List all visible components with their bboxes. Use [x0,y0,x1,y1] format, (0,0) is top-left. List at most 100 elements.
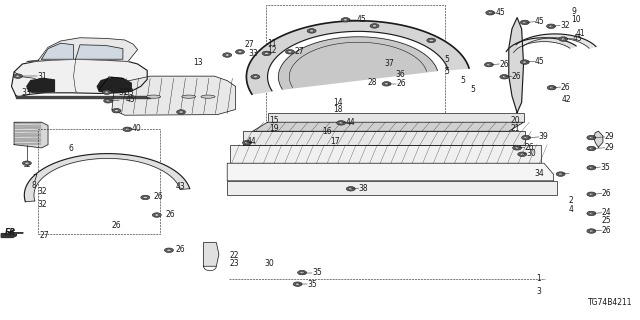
Text: 41: 41 [576,29,586,38]
Text: 26: 26 [112,221,122,230]
Circle shape [141,195,150,200]
Polygon shape [27,78,54,92]
Polygon shape [24,154,189,202]
Circle shape [339,122,344,124]
Text: 30: 30 [264,260,274,268]
Text: 38: 38 [358,184,368,193]
Circle shape [25,162,29,164]
Circle shape [513,146,522,150]
Circle shape [285,50,294,54]
Text: 45: 45 [535,57,545,66]
Circle shape [549,87,554,89]
Text: 24: 24 [602,208,611,217]
Text: 45: 45 [535,17,545,26]
Text: 5: 5 [470,85,476,94]
Text: 3: 3 [536,287,541,296]
Circle shape [384,83,389,85]
Text: 26: 26 [512,72,522,81]
Circle shape [307,29,316,33]
Polygon shape [76,45,123,59]
Circle shape [300,271,305,274]
Circle shape [520,60,529,64]
Circle shape [309,30,314,32]
Circle shape [337,121,346,125]
Circle shape [143,196,148,198]
Circle shape [429,39,433,42]
Text: 40: 40 [131,124,141,133]
Circle shape [487,64,492,66]
Text: TG74B4211: TG74B4211 [588,298,632,307]
Text: 45: 45 [356,15,366,24]
Polygon shape [97,77,131,92]
Circle shape [547,85,556,90]
Polygon shape [12,59,147,97]
Text: 45: 45 [496,8,506,17]
Circle shape [225,54,230,56]
Text: 11: 11 [267,39,276,48]
Circle shape [262,51,271,56]
Text: 6: 6 [68,144,74,153]
Circle shape [243,140,252,145]
Circle shape [155,214,159,216]
Polygon shape [230,145,541,163]
Text: 45: 45 [573,34,582,43]
Circle shape [548,25,553,28]
Ellipse shape [182,95,196,98]
Text: 26: 26 [525,143,534,152]
Circle shape [587,211,596,216]
Text: 26: 26 [165,210,175,219]
Polygon shape [278,37,437,89]
Circle shape [486,11,495,15]
Text: 39: 39 [539,132,548,141]
Circle shape [556,172,565,176]
Circle shape [587,229,596,233]
Text: 26: 26 [602,226,611,235]
Text: 18: 18 [333,105,342,114]
Polygon shape [112,76,236,115]
Polygon shape [253,122,524,131]
Circle shape [166,249,172,252]
Text: 22: 22 [229,252,239,260]
Text: 17: 17 [330,137,340,146]
Circle shape [112,108,121,113]
Circle shape [587,165,596,170]
Text: 37: 37 [384,59,394,68]
Text: 33: 33 [22,88,31,97]
Polygon shape [204,243,219,266]
Polygon shape [506,38,576,53]
Text: 35: 35 [312,268,322,277]
Circle shape [177,110,186,114]
Circle shape [125,128,130,131]
Text: 2: 2 [569,196,573,204]
Circle shape [589,167,594,169]
Text: 9: 9 [572,7,577,16]
Circle shape [382,82,391,86]
Circle shape [13,74,22,78]
Text: 35: 35 [307,280,317,289]
Circle shape [524,137,528,139]
Polygon shape [594,131,603,147]
Text: FR.: FR. [5,228,19,237]
Circle shape [589,212,594,215]
Polygon shape [268,113,524,122]
Polygon shape [1,234,17,237]
Circle shape [105,91,109,93]
Text: 32: 32 [37,200,47,209]
Circle shape [114,109,119,112]
Polygon shape [516,34,596,48]
Circle shape [522,135,531,140]
Text: 44: 44 [247,137,257,146]
Circle shape [370,24,379,28]
Text: 23: 23 [229,259,239,268]
Text: 32: 32 [37,188,47,196]
Circle shape [264,52,269,54]
Circle shape [589,193,594,195]
Circle shape [293,282,302,286]
Text: 13: 13 [193,58,203,67]
Circle shape [296,283,300,285]
Circle shape [346,187,355,191]
Text: 5: 5 [444,67,449,76]
Circle shape [587,135,596,140]
Polygon shape [227,181,557,195]
Text: 8: 8 [32,181,36,190]
